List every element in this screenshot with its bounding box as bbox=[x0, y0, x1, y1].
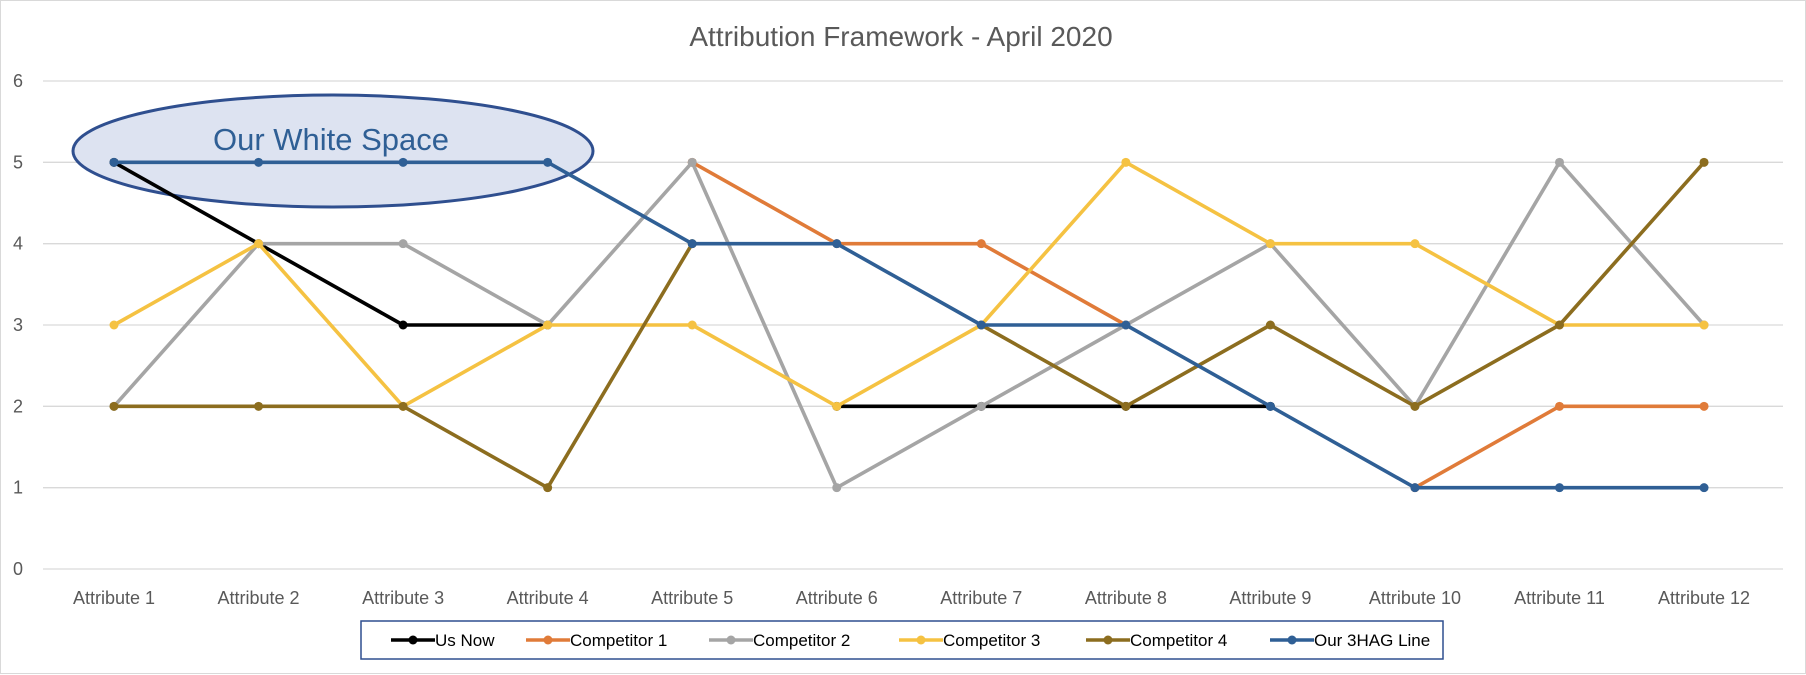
data-point bbox=[1555, 157, 1564, 167]
data-point bbox=[687, 320, 697, 330]
data-point bbox=[109, 157, 119, 167]
series-our-3hag-line bbox=[109, 157, 1709, 493]
data-point bbox=[543, 483, 553, 493]
white-space-label: Our White Space bbox=[213, 122, 449, 157]
y-tick-label: 4 bbox=[13, 234, 23, 254]
data-point bbox=[254, 239, 264, 249]
x-tick-label: Attribute 7 bbox=[940, 588, 1022, 608]
legend-item: Competitor 4 bbox=[1086, 631, 1227, 650]
legend-label: Competitor 2 bbox=[753, 631, 850, 650]
legend-label: Competitor 3 bbox=[943, 631, 1040, 650]
data-point bbox=[1121, 401, 1131, 411]
data-point bbox=[398, 320, 408, 330]
x-tick-label: Attribute 11 bbox=[1514, 588, 1605, 608]
data-point bbox=[109, 320, 119, 330]
data-point bbox=[543, 157, 553, 167]
x-tick-label: Attribute 4 bbox=[507, 588, 589, 608]
data-point bbox=[398, 401, 408, 411]
legend: Us Now Competitor 1 Competitor 2 Competitor… bbox=[360, 620, 1444, 660]
x-tick-label: Attribute 6 bbox=[796, 588, 878, 608]
data-point bbox=[1410, 401, 1420, 411]
legend-swatch-marker bbox=[543, 635, 553, 645]
legend-swatch-marker bbox=[726, 635, 736, 645]
data-point bbox=[1555, 483, 1564, 493]
data-point bbox=[1555, 401, 1564, 411]
legend-swatch-marker bbox=[408, 635, 418, 645]
data-point bbox=[832, 401, 842, 411]
y-tick-label: 6 bbox=[13, 71, 23, 91]
data-point bbox=[1121, 157, 1131, 167]
data-point bbox=[687, 157, 697, 167]
x-tick-label: Attribute 1 bbox=[73, 588, 155, 608]
y-tick-label: 1 bbox=[13, 478, 23, 498]
series-competitor-4 bbox=[109, 157, 1709, 493]
legend-swatch-marker bbox=[1103, 635, 1113, 645]
y-tick-label: 5 bbox=[13, 152, 23, 172]
series-line bbox=[112, 160, 1706, 490]
legend-item: Competitor 3 bbox=[899, 631, 1040, 650]
x-tick-label: Attribute 9 bbox=[1229, 588, 1311, 608]
data-point bbox=[1410, 239, 1420, 249]
y-tick-label: 0 bbox=[13, 559, 23, 579]
x-tick-label: Attribute 3 bbox=[362, 588, 444, 608]
x-tick-label: Attribute 12 bbox=[1658, 588, 1750, 608]
x-tick-label: Attribute 8 bbox=[1085, 588, 1167, 608]
data-point bbox=[1121, 320, 1131, 330]
legend-item: Our 3HAG Line bbox=[1270, 631, 1430, 650]
series-layer bbox=[109, 157, 1709, 493]
data-point bbox=[543, 320, 553, 330]
series-line bbox=[112, 160, 1706, 409]
data-point bbox=[1699, 401, 1709, 411]
data-point bbox=[109, 401, 119, 411]
legend-item: Us Now bbox=[391, 631, 495, 650]
data-point bbox=[687, 239, 697, 249]
legend-label: Us Now bbox=[435, 631, 495, 650]
data-point bbox=[1265, 401, 1275, 411]
data-point bbox=[976, 320, 986, 330]
series-line bbox=[1413, 404, 1706, 490]
data-point bbox=[832, 239, 842, 249]
white-space-ellipse bbox=[71, 93, 595, 209]
data-point bbox=[1699, 157, 1709, 167]
legend-swatch-marker bbox=[1287, 635, 1297, 645]
legend-label: Our 3HAG Line bbox=[1314, 631, 1430, 650]
data-point bbox=[832, 483, 842, 493]
x-tick-label: Attribute 2 bbox=[218, 588, 300, 608]
y-tick-label: 2 bbox=[13, 396, 23, 416]
legend-label: Competitor 4 bbox=[1130, 631, 1227, 650]
legend-label: Competitor 1 bbox=[570, 631, 667, 650]
data-point bbox=[976, 239, 986, 249]
series-line bbox=[690, 160, 1128, 327]
legend-item: Competitor 1 bbox=[526, 631, 667, 650]
data-point bbox=[398, 157, 408, 167]
y-axis-labels: 0 1 2 3 4 5 6 bbox=[13, 71, 23, 579]
data-point bbox=[1699, 320, 1709, 330]
annotation-text-layer: Our White Space bbox=[213, 122, 449, 157]
data-point bbox=[254, 157, 264, 167]
series-line bbox=[112, 160, 1706, 490]
data-point bbox=[1410, 483, 1420, 493]
x-axis-labels: Attribute 1 Attribute 2 Attribute 3 Attribu… bbox=[73, 588, 1750, 608]
annotation-layer bbox=[71, 93, 595, 209]
series-line bbox=[979, 160, 1706, 409]
x-tick-label: Attribute 5 bbox=[651, 588, 733, 608]
series-line bbox=[112, 241, 695, 490]
legend-swatch-marker bbox=[916, 635, 926, 645]
series-line bbox=[112, 160, 550, 327]
data-point bbox=[976, 401, 986, 411]
data-point bbox=[1265, 320, 1275, 330]
x-tick-label: Attribute 10 bbox=[1369, 588, 1461, 608]
data-point bbox=[398, 239, 408, 249]
data-point bbox=[1265, 239, 1275, 249]
data-point bbox=[1699, 483, 1709, 493]
y-tick-label: 3 bbox=[13, 315, 23, 335]
data-point bbox=[254, 401, 264, 411]
data-point bbox=[1555, 320, 1564, 330]
legend-item: Competitor 2 bbox=[709, 631, 850, 650]
chart-title: Attribution Framework - April 2020 bbox=[689, 21, 1112, 52]
